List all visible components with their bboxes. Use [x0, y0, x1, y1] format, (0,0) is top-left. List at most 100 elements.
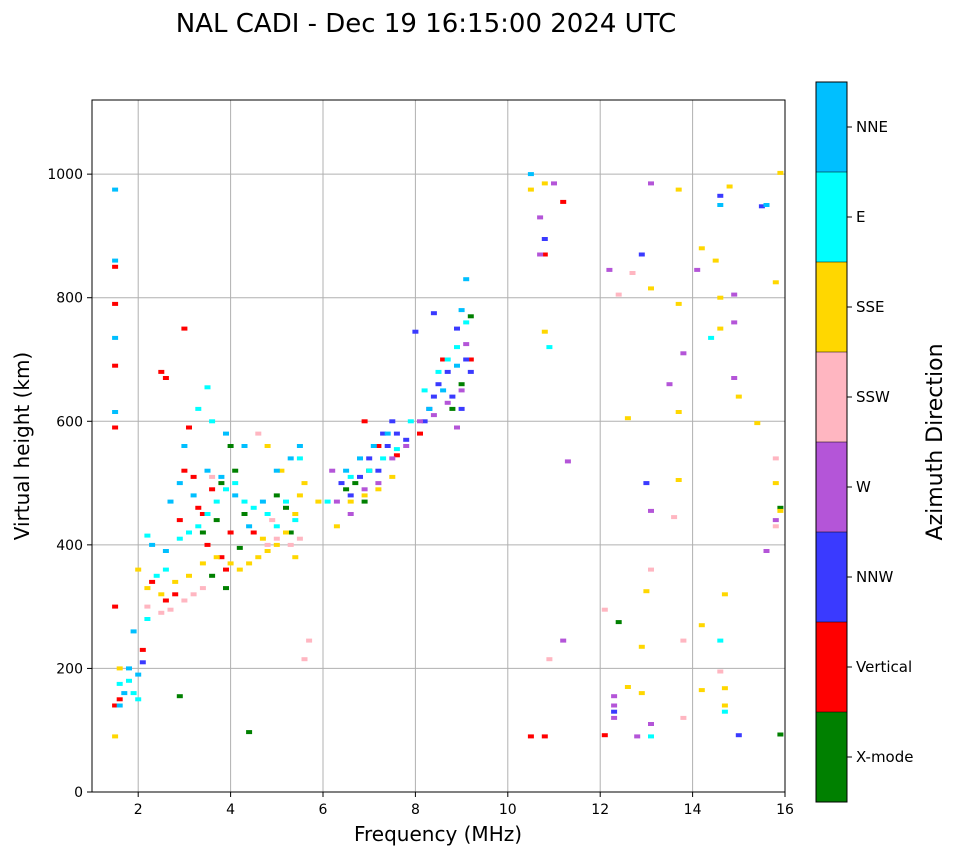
- colorbar: X-mode Vertical NNW W SSW SSE E NNE: [815, 81, 913, 803]
- data-point: [186, 573, 192, 578]
- data-point: [366, 468, 373, 473]
- data-point: [763, 549, 770, 553]
- data-point: [527, 187, 534, 192]
- data-point: [763, 203, 770, 207]
- data-point: [186, 425, 192, 430]
- data-point: [199, 586, 206, 591]
- data-point: [467, 357, 474, 362]
- data-point: [287, 456, 294, 461]
- data-point: [772, 456, 779, 461]
- data-point: [218, 555, 225, 560]
- data-point: [112, 264, 119, 269]
- data-point: [541, 734, 548, 739]
- data-point: [112, 703, 119, 708]
- colorbar-label: E: [856, 208, 865, 226]
- data-point: [296, 456, 303, 461]
- data-point: [384, 444, 391, 448]
- data-point: [721, 709, 728, 714]
- data-point: [721, 592, 728, 597]
- data-point: [731, 320, 738, 325]
- data-point: [278, 468, 285, 473]
- data-point: [167, 607, 174, 612]
- data-point: [407, 419, 414, 424]
- data-point: [717, 669, 724, 674]
- data-point: [241, 499, 248, 504]
- data-point: [347, 474, 354, 479]
- data-point: [537, 215, 544, 220]
- data-point: [116, 666, 123, 671]
- data-point: [430, 311, 437, 316]
- series-nnw: [139, 193, 765, 738]
- data-point: [698, 246, 705, 251]
- data-point: [144, 604, 151, 609]
- data-point: [680, 715, 687, 720]
- data-point: [694, 267, 701, 272]
- data-point: [181, 444, 188, 448]
- data-point: [712, 258, 719, 263]
- data-point: [283, 499, 289, 504]
- data-point: [611, 703, 618, 708]
- y-tick-label: 1000: [47, 167, 83, 183]
- data-point: [162, 567, 169, 572]
- data-point: [112, 425, 119, 430]
- data-point: [403, 437, 410, 442]
- data-point: [430, 394, 437, 399]
- data-point: [375, 444, 382, 448]
- data-point: [717, 638, 724, 643]
- series-vertical: [112, 199, 608, 739]
- data-point: [564, 459, 571, 464]
- data-point: [721, 686, 728, 691]
- data-point: [735, 733, 742, 738]
- data-point: [615, 620, 622, 625]
- x-tick-label: 4: [226, 802, 235, 818]
- data-point: [112, 604, 119, 609]
- data-point: [375, 481, 382, 486]
- data-point: [772, 524, 779, 529]
- data-point: [541, 252, 548, 257]
- y-tick-label: 600: [56, 414, 83, 430]
- data-points: [112, 170, 784, 739]
- data-point: [199, 512, 206, 516]
- data-point: [361, 499, 368, 504]
- data-point: [116, 697, 123, 702]
- data-point: [236, 545, 243, 550]
- data-point: [112, 363, 119, 368]
- data-point: [158, 610, 165, 615]
- data-point: [139, 647, 146, 652]
- data-point: [467, 314, 474, 319]
- data-point: [241, 444, 248, 448]
- data-point: [675, 301, 682, 306]
- data-point: [186, 530, 192, 535]
- data-point: [347, 499, 354, 504]
- data-point: [112, 187, 119, 192]
- data-point: [777, 732, 784, 737]
- data-point: [246, 730, 253, 735]
- x-tick-label: 2: [134, 802, 143, 818]
- data-point: [643, 589, 650, 594]
- data-point: [726, 184, 733, 189]
- data-point: [366, 456, 373, 461]
- data-point: [213, 499, 220, 504]
- data-point: [454, 345, 460, 350]
- data-point: [444, 400, 451, 405]
- data-point: [467, 369, 474, 374]
- data-point: [236, 567, 243, 572]
- x-tick-label: 10: [499, 802, 517, 818]
- data-point: [772, 518, 779, 523]
- data-point: [255, 555, 262, 560]
- data-point: [227, 444, 234, 448]
- data-point: [384, 431, 391, 436]
- data-point: [546, 657, 553, 662]
- data-point: [250, 530, 257, 535]
- data-point: [218, 481, 225, 486]
- data-point: [611, 694, 618, 699]
- data-point: [144, 617, 151, 621]
- data-point: [264, 542, 271, 547]
- data-point: [306, 638, 313, 643]
- colorbar-segment: [816, 712, 847, 802]
- data-point: [393, 431, 400, 436]
- data-point: [352, 481, 359, 486]
- data-point: [112, 335, 119, 340]
- data-point: [357, 456, 363, 461]
- data-point: [454, 363, 460, 368]
